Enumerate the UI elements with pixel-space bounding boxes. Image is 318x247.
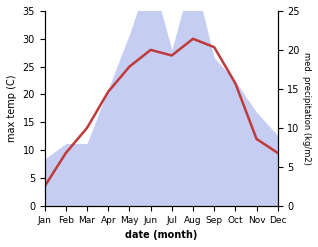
- Y-axis label: med. precipitation (kg/m2): med. precipitation (kg/m2): [302, 52, 311, 165]
- X-axis label: date (month): date (month): [125, 230, 197, 240]
- Y-axis label: max temp (C): max temp (C): [7, 75, 17, 142]
